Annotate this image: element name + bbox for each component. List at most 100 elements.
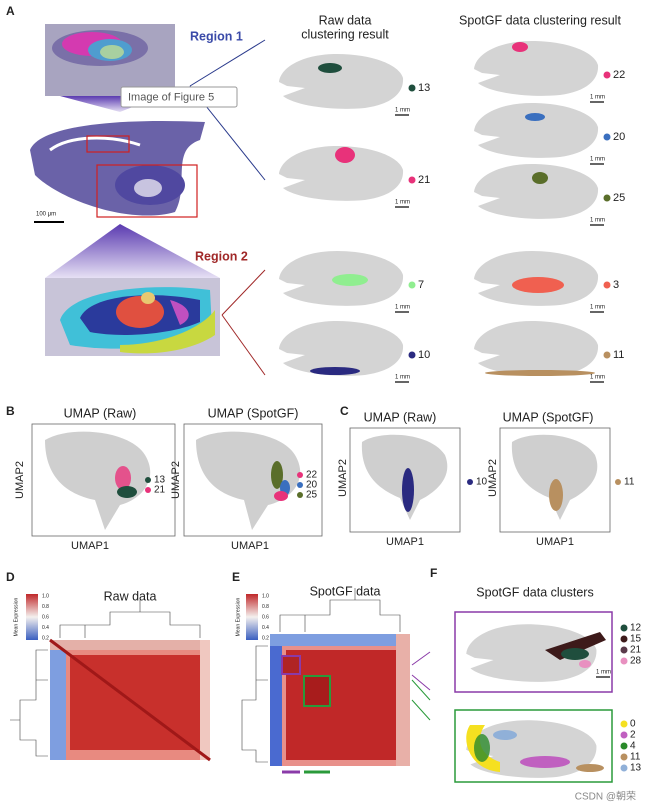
colorbar-label: Mean Expression (235, 597, 241, 636)
axis-label: UMAP2 (14, 461, 26, 499)
legend-dot (603, 133, 611, 141)
colorbar-tick: 1.0 (42, 593, 49, 599)
legend-label: 21 (154, 485, 166, 496)
legend-label: 13 (418, 82, 430, 94)
tooltip-text: Image of Figure 5 (128, 91, 214, 103)
legend-label: 11 (630, 752, 641, 763)
legend-label: 21 (418, 174, 430, 186)
cluster-region (310, 367, 360, 375)
column-heading: Raw data (319, 13, 372, 27)
scale-bar-label: 1 mm (590, 305, 605, 311)
zoom-wedge (45, 224, 220, 278)
legend-dot (620, 657, 628, 665)
legend-dot (620, 764, 628, 772)
legend-dot (620, 720, 628, 728)
heatmap-spotgf (241, 588, 431, 774)
panel-letter: C (340, 404, 349, 418)
panel-title: SpotGF data clusters (476, 585, 593, 599)
legend-dot (603, 351, 611, 359)
legend-label: 10 (476, 477, 488, 488)
legend-dot (620, 753, 628, 761)
colorbar-tick: 0.6 (42, 614, 49, 620)
legend-label: 25 (306, 490, 318, 501)
legend-dot (297, 472, 303, 478)
region-label: Region 1 (190, 29, 243, 43)
cluster-region (335, 147, 355, 163)
legend-dot (145, 487, 151, 493)
legend-label: 13 (154, 475, 166, 486)
legend-dot (620, 742, 628, 750)
axis-label: UMAP1 (71, 540, 109, 552)
legend-label: 21 (630, 645, 642, 656)
tissue (474, 164, 599, 219)
column-heading: SpotGF data clustering result (459, 13, 621, 27)
histology-section (30, 120, 205, 223)
tissue (474, 103, 599, 158)
tissue (474, 321, 599, 376)
scale-bar-label: 1 mm (395, 305, 410, 311)
colorbar-label: Mean Expression (13, 597, 19, 636)
umap-title: UMAP (SpotGF) (208, 406, 299, 420)
legend-dot (145, 477, 151, 483)
scale-bar-label: 1 mm (395, 375, 410, 381)
scale-bar-label: 1 mm (395, 200, 410, 206)
cluster-box (454, 611, 613, 693)
cluster-region (525, 113, 545, 121)
connector (221, 314, 266, 376)
colorbar (246, 594, 258, 640)
legend-dot (615, 479, 621, 485)
umap-cluster-dots (115, 461, 563, 512)
legend-label: 4 (630, 741, 636, 752)
tissue (474, 41, 599, 96)
colorbar-tick: 0.2 (262, 635, 269, 641)
umap-title: UMAP (Raw) (364, 410, 437, 424)
legend-label: 11 (613, 349, 624, 361)
colorbar-tick: 0.4 (42, 625, 49, 631)
axis-label: UMAP1 (536, 536, 574, 548)
cluster-overlay (466, 632, 606, 772)
legend-dot (620, 635, 628, 643)
legend-dot (620, 731, 628, 739)
legend-dot (408, 84, 416, 92)
legend-dot (408, 176, 416, 184)
scale-bar-label: 1 mm (590, 157, 605, 163)
legend-label: 25 (613, 192, 625, 204)
colorbar-tick: 0.4 (262, 625, 269, 631)
legend-label: 2 (630, 730, 636, 741)
column-heading: clustering result (301, 27, 389, 41)
legend-dot (297, 482, 303, 488)
legend-dot (408, 351, 416, 359)
legend-label: 22 (306, 470, 318, 481)
tissue (279, 54, 404, 109)
umap-title: UMAP (Raw) (64, 406, 137, 420)
heatmap-raw (10, 600, 211, 762)
legend-label: 22 (613, 69, 625, 81)
legend-label: 15 (630, 634, 642, 645)
panel-letter: E (232, 570, 240, 584)
connector (221, 269, 266, 316)
legend-label: 20 (613, 131, 625, 143)
colorbar-tick: 0.8 (42, 604, 49, 610)
cluster-box (454, 709, 613, 783)
connector (189, 39, 266, 87)
axis-label: UMAP2 (487, 459, 499, 497)
axis-label: UMAP1 (231, 540, 269, 552)
scale-bar-label: 1 mm (590, 218, 605, 224)
tooltip: Image of Figure 5 (120, 86, 238, 108)
scale-bar-label: 1 mm (395, 108, 410, 114)
colorbar-tick: 0.2 (42, 635, 49, 641)
heatmap-title: Raw data (104, 589, 157, 603)
axis-label: UMAP2 (337, 459, 349, 497)
scale-bar-label: 1 mm (596, 670, 611, 676)
legend-label: 20 (306, 480, 318, 491)
heatmap-title: SpotGF data (310, 584, 381, 598)
legend-dot (603, 194, 611, 202)
panel-letter: D (6, 570, 15, 584)
legend-label: 3 (613, 279, 619, 291)
legend-dot (603, 71, 611, 79)
legend-label: 13 (630, 763, 642, 774)
colorbar (26, 594, 38, 640)
cluster-region (512, 42, 528, 52)
axis-label: UMAP2 (170, 461, 182, 499)
